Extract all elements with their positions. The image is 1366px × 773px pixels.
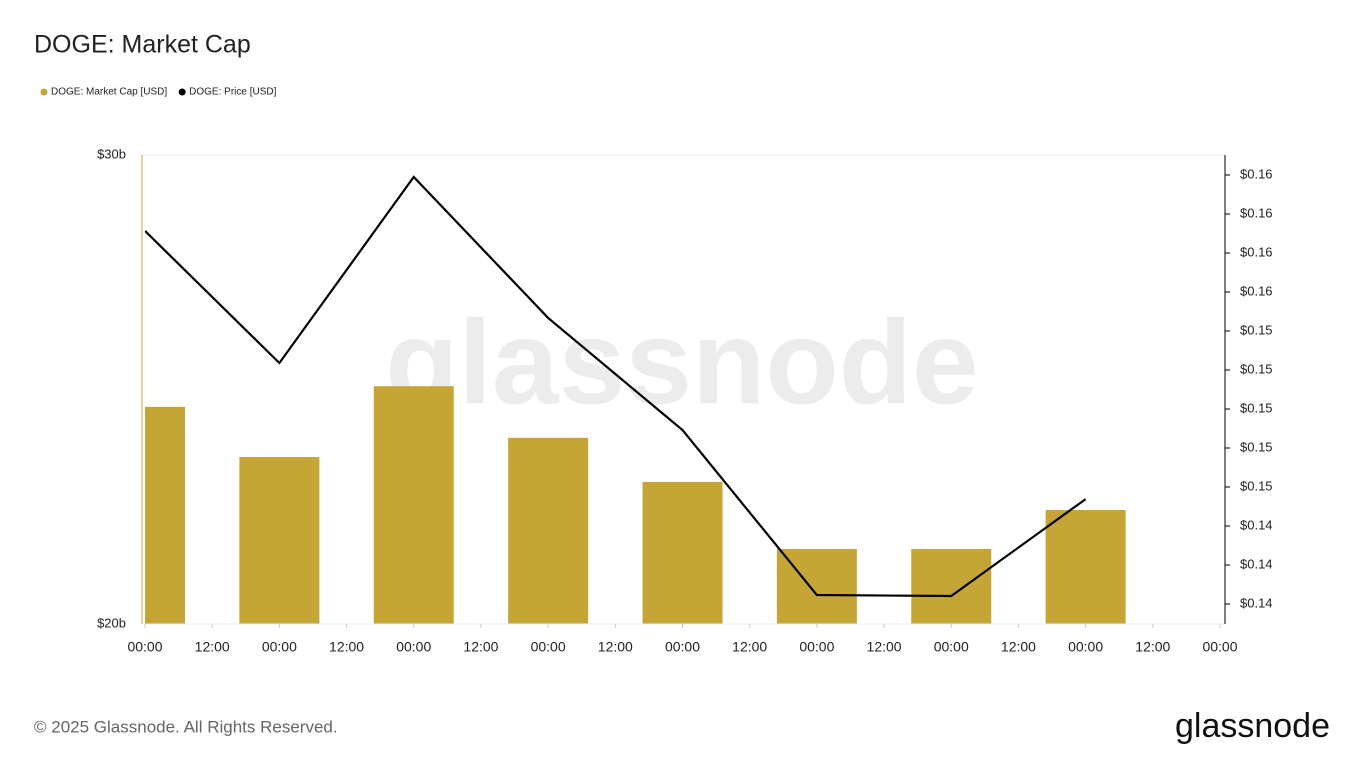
bar [642,481,723,624]
x-tick-label: 12:00 [463,639,498,655]
x-tick-label: 00:00 [127,639,162,655]
x-tick-label: 12:00 [598,639,633,655]
footer: © 2025 Glassnode. All Rights Reserved. [34,717,338,736]
x-tick-label: 12:00 [329,639,364,655]
y2-tick-label: $0.15 [1240,322,1273,337]
legend-marker [178,88,186,96]
x-tick-label: 00:00 [934,639,969,655]
x-tick-label: 12:00 [1001,639,1036,655]
y2-tick-label: $0.15 [1240,361,1273,376]
y2-tick-label: $0.16 [1240,283,1273,298]
x-tick-label: 00:00 [262,639,297,655]
x-tick-label: 00:00 [665,639,700,655]
chart-title: DOGE: Market Cap [34,31,251,59]
legend-label: DOGE: Price [USD] [189,87,276,98]
price-line [145,175,1087,598]
x-tick-label: 00:00 [799,639,834,655]
y-tick-label: $30b [97,146,126,161]
bar [1045,510,1126,624]
x-tick-label: 12:00 [1135,639,1170,655]
y2-tick-label: $0.14 [1240,556,1273,571]
y2-tick-label: $0.16 [1240,166,1273,181]
x-tick-label: 12:00 [867,639,902,655]
x-tick-label: 00:00 [531,639,566,655]
y2-tick-label: $0.15 [1240,478,1273,493]
bar [373,386,454,624]
y2-tick-label: $0.14 [1240,595,1273,610]
watermark: glassnode [385,296,979,430]
x-tick-label: 00:00 [396,639,431,655]
y2-tick-label: $0.14 [1240,517,1273,532]
y-tick-label: $20b [97,615,126,630]
x-tick-label: 12:00 [732,639,767,655]
y2-tick-label: $0.16 [1240,205,1273,220]
legend-marker [40,88,48,96]
y2-tick-label: $0.15 [1240,439,1273,454]
bar [508,437,589,624]
bar [145,406,185,624]
x-tick-label: 00:00 [1068,639,1103,655]
bar [911,548,992,624]
x-tick-label: 00:00 [1202,639,1237,655]
y2-tick-label: $0.15 [1240,400,1273,415]
bar [239,457,320,624]
plot-area [145,175,1126,624]
y2-tick-label: $0.16 [1240,244,1273,259]
logo: glassnode [1175,707,1330,745]
x-tick-label: 12:00 [195,639,230,655]
legend-label: DOGE: Market Cap [USD] [51,87,167,98]
